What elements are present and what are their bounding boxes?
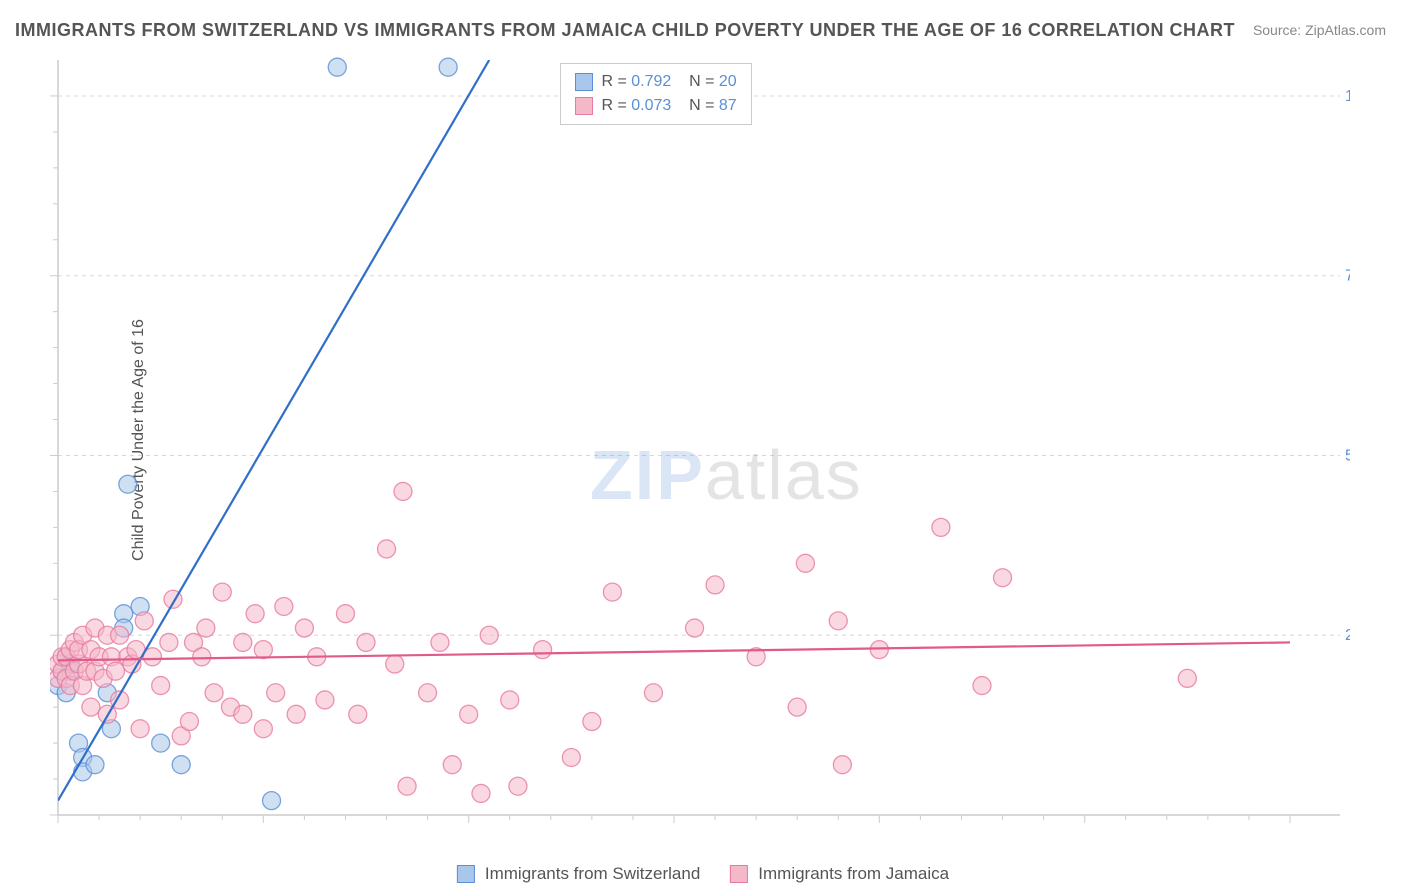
n-value: 20 bbox=[719, 73, 737, 90]
n-value: 87 bbox=[719, 97, 737, 114]
stats-legend: R = 0.792 N = 20 R = 0.073 N = 87 bbox=[560, 63, 752, 125]
legend-swatch-jamaica bbox=[575, 97, 593, 115]
legend-label: Immigrants from Switzerland bbox=[485, 864, 700, 884]
chart-title: IMMIGRANTS FROM SWITZERLAND VS IMMIGRANT… bbox=[15, 20, 1235, 41]
legend-label: Immigrants from Jamaica bbox=[758, 864, 949, 884]
stats-legend-row: R = 0.073 N = 87 bbox=[575, 94, 737, 118]
svg-text:50.0%: 50.0% bbox=[1345, 447, 1350, 464]
legend-swatch-switzerland bbox=[575, 73, 593, 91]
r-label: R = bbox=[601, 73, 626, 90]
legend-swatch-icon bbox=[457, 865, 475, 883]
legend-swatch-icon bbox=[730, 865, 748, 883]
svg-text:100.0%: 100.0% bbox=[1345, 88, 1350, 105]
stats-legend-row: R = 0.792 N = 20 bbox=[575, 70, 737, 94]
watermark-atlas: atlas bbox=[705, 436, 863, 514]
n-label: N = bbox=[689, 97, 714, 114]
r-value: 0.792 bbox=[631, 73, 671, 90]
r-label: R = bbox=[601, 97, 626, 114]
legend-item-jamaica: Immigrants from Jamaica bbox=[730, 864, 949, 884]
n-label: N = bbox=[689, 73, 714, 90]
chart-area: 25.0%50.0%75.0%100.0%0.0%30.0% ZIPatlas … bbox=[50, 55, 1350, 825]
series-legend: Immigrants from Switzerland Immigrants f… bbox=[457, 864, 949, 884]
svg-text:75.0%: 75.0% bbox=[1345, 268, 1350, 285]
watermark-zip: ZIP bbox=[590, 436, 705, 514]
legend-item-switzerland: Immigrants from Switzerland bbox=[457, 864, 700, 884]
r-value: 0.073 bbox=[631, 97, 671, 114]
watermark: ZIPatlas bbox=[590, 435, 863, 515]
svg-text:25.0%: 25.0% bbox=[1345, 627, 1350, 644]
source-attribution: Source: ZipAtlas.com bbox=[1253, 22, 1386, 38]
